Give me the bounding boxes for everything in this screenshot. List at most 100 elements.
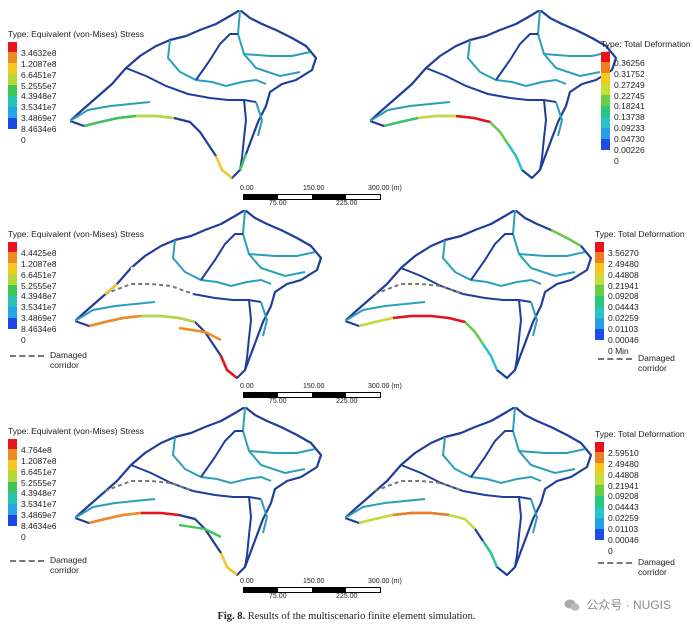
legend-swatch bbox=[8, 306, 17, 318]
legend-value: 5.2555e7 bbox=[21, 80, 57, 91]
legend-row: 6.6451e7 bbox=[8, 63, 144, 79]
legend-value: 3.5341e7 bbox=[21, 102, 57, 113]
legend-row: 0.09208 bbox=[595, 485, 685, 500]
legend-swatch bbox=[595, 274, 604, 286]
legend-row: 0.21941 bbox=[595, 274, 685, 290]
legend-row: 4.3948e7 bbox=[8, 482, 144, 497]
legend-value: 0.21941 bbox=[608, 280, 639, 291]
legend-swatch bbox=[8, 482, 17, 493]
legend-value: 8.4634e6 bbox=[21, 324, 57, 335]
legend-swatch bbox=[595, 517, 604, 529]
road-network-map bbox=[70, 10, 318, 180]
legend-title: Type: Equivalent (von-Mises) Stress bbox=[8, 229, 145, 239]
legend-swatch bbox=[8, 492, 17, 504]
legend-swatch bbox=[8, 514, 17, 526]
legend-row: 0.01103 bbox=[595, 317, 685, 333]
legend-swatch bbox=[8, 106, 17, 118]
road-network-map bbox=[75, 210, 323, 380]
scale-label: 75.00 bbox=[269, 200, 287, 207]
legend-value: 0.00046 bbox=[608, 535, 639, 546]
legend-swatch bbox=[601, 127, 610, 139]
legend-row: 3.4632e8 bbox=[8, 41, 144, 57]
legend-swatch bbox=[601, 150, 610, 161]
legend-row: 1.2087e8 bbox=[8, 449, 144, 465]
legend-swatch bbox=[595, 495, 604, 507]
legend-row: 8.4634e6 bbox=[8, 514, 144, 530]
legend-value: 3.4869e7 bbox=[21, 510, 57, 521]
legend-swatch bbox=[595, 252, 604, 264]
legend-value: 4.3948e7 bbox=[21, 291, 57, 302]
dashed-line-icon bbox=[10, 355, 44, 357]
legend-row: 0.00226 bbox=[601, 138, 691, 154]
legend-swatch bbox=[8, 317, 17, 329]
legend-swatch bbox=[595, 306, 604, 318]
legend-value: 0.13738 bbox=[614, 112, 645, 123]
legend-value: 3.4632e8 bbox=[21, 47, 57, 58]
watermark-text: 公众号 · NUGIS bbox=[586, 598, 671, 612]
legend-title: Type: Equivalent (von-Mises) Stress bbox=[8, 426, 145, 436]
legend-value: 0.36256 bbox=[614, 57, 645, 68]
legend-value: 0.31752 bbox=[614, 68, 645, 79]
legend-row: 6.6451e7 bbox=[8, 460, 144, 476]
legend-row: 0.04443 bbox=[595, 495, 685, 511]
legend-value: 0.00226 bbox=[614, 145, 645, 156]
legend-value: 2.59510 bbox=[608, 447, 639, 458]
legend-swatch bbox=[8, 95, 17, 107]
road-network-map bbox=[345, 407, 593, 577]
scale-label: 225.00 bbox=[336, 593, 358, 600]
legend-value: 0.44808 bbox=[608, 469, 639, 480]
legend-r1-right: Type: Total Deformation 0.36256 0.31752 0.… bbox=[601, 40, 691, 165]
legend-r1-left: Type: Equivalent (von-Mises) Stress 3.46… bbox=[8, 29, 145, 144]
panel-r2-left-stress: Type: Equivalent (von-Mises) Stress 4.44… bbox=[0, 205, 340, 405]
legend-row: 0.27249 bbox=[601, 73, 691, 89]
legend-swatch bbox=[601, 116, 610, 128]
panel-r3-left-stress: Type: Equivalent (von-Mises) Stress 4.76… bbox=[0, 405, 340, 605]
legend-value: 4.3948e7 bbox=[21, 488, 57, 499]
damaged-label: corridor bbox=[638, 363, 667, 373]
legend-row: 3.5341e7 bbox=[8, 295, 144, 311]
legend-row: 0.09233 bbox=[601, 116, 691, 132]
road-network-map bbox=[370, 10, 618, 180]
legend-row: 2.49480 bbox=[595, 452, 685, 468]
scale-label: 300.00 (m) bbox=[368, 185, 402, 192]
legend-value: 6.6451e7 bbox=[21, 269, 57, 280]
legend-row: 0.02259 bbox=[595, 306, 685, 322]
legend-swatch bbox=[8, 503, 17, 515]
legend-title: Type: Total Deformation bbox=[595, 229, 685, 239]
scale-label: 225.00 bbox=[336, 398, 358, 405]
legend-swatch bbox=[8, 74, 17, 86]
legend-swatch bbox=[8, 285, 17, 296]
legend-row: 0 bbox=[8, 329, 144, 344]
legend-r3-left: Type: Equivalent (von-Mises) Stress 4.76… bbox=[8, 426, 145, 541]
legend-value: 0.01103 bbox=[608, 324, 639, 335]
legend-value: 1.2087e8 bbox=[21, 58, 57, 69]
panel-r2-right-deformation: Type: Total Deformation 3.56270 2.49480 0.… bbox=[345, 205, 693, 405]
legend-value: 0.22745 bbox=[614, 90, 645, 101]
legend-row: 5.2555e7 bbox=[8, 74, 144, 90]
legend-value: 2.49480 bbox=[608, 258, 639, 269]
scale-label: 150.00 bbox=[303, 383, 325, 390]
legend-swatch bbox=[8, 295, 17, 307]
panel-r3-right-deformation: Type: Total Deformation 2.59510 2.49480 0.… bbox=[345, 405, 693, 605]
legend-swatch bbox=[601, 62, 610, 74]
legend-r3-right: Type: Total Deformation 2.59510 2.49480 0.… bbox=[595, 429, 685, 555]
legend-title: Type: Total Deformation bbox=[595, 429, 685, 439]
figure-caption-text: Results of the multiscenario finite elem… bbox=[247, 611, 476, 622]
legend-swatch bbox=[601, 95, 610, 106]
legend-row: 4.764e8 bbox=[8, 438, 144, 454]
legend-row: 0.44808 bbox=[595, 263, 685, 279]
wechat-icon bbox=[564, 599, 580, 611]
legend-row: 0 bbox=[8, 526, 144, 541]
legend-title: Type: Equivalent (von-Mises) Stress bbox=[8, 29, 145, 39]
legend-row: 2.59510 bbox=[595, 441, 685, 457]
legend-value: 0 bbox=[608, 545, 613, 556]
road-network-map bbox=[345, 210, 593, 380]
road-network-map bbox=[75, 407, 323, 577]
legend-r2-left: Type: Equivalent (von-Mises) Stress 4.44… bbox=[8, 229, 145, 344]
legend-row: 3.4869e7 bbox=[8, 106, 144, 122]
legend-row: 2.49480 bbox=[595, 252, 685, 268]
damaged-corridor-legend: Damaged corridor bbox=[10, 350, 87, 370]
panel-r1-left-stress: Type: Equivalent (von-Mises) Stress 3.46… bbox=[0, 0, 340, 200]
legend-value: 0 bbox=[21, 135, 26, 146]
legend-swatch bbox=[595, 285, 604, 296]
